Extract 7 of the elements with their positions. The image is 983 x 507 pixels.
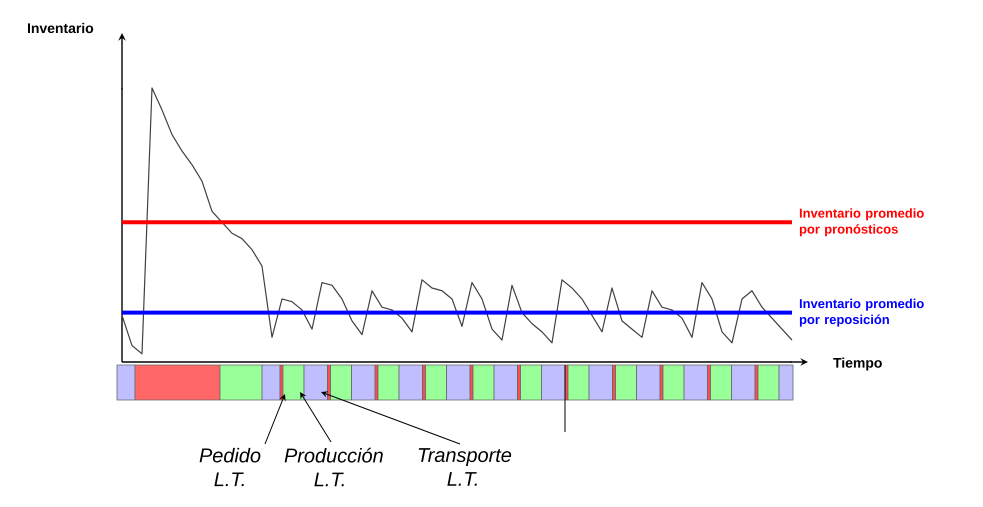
x-axis-title: Tiempo [833,358,882,371]
text: Transporte L.T. [418,448,512,486]
y-axis-title: Inventario [28,22,94,34]
text: Producción L.T. [284,448,383,486]
ref-line-label: Inventario promedio por pronósticos [800,208,924,236]
text: Pedido L.T. [200,448,260,486]
ref-line-label: Inventario promedio por reposición [800,298,924,327]
